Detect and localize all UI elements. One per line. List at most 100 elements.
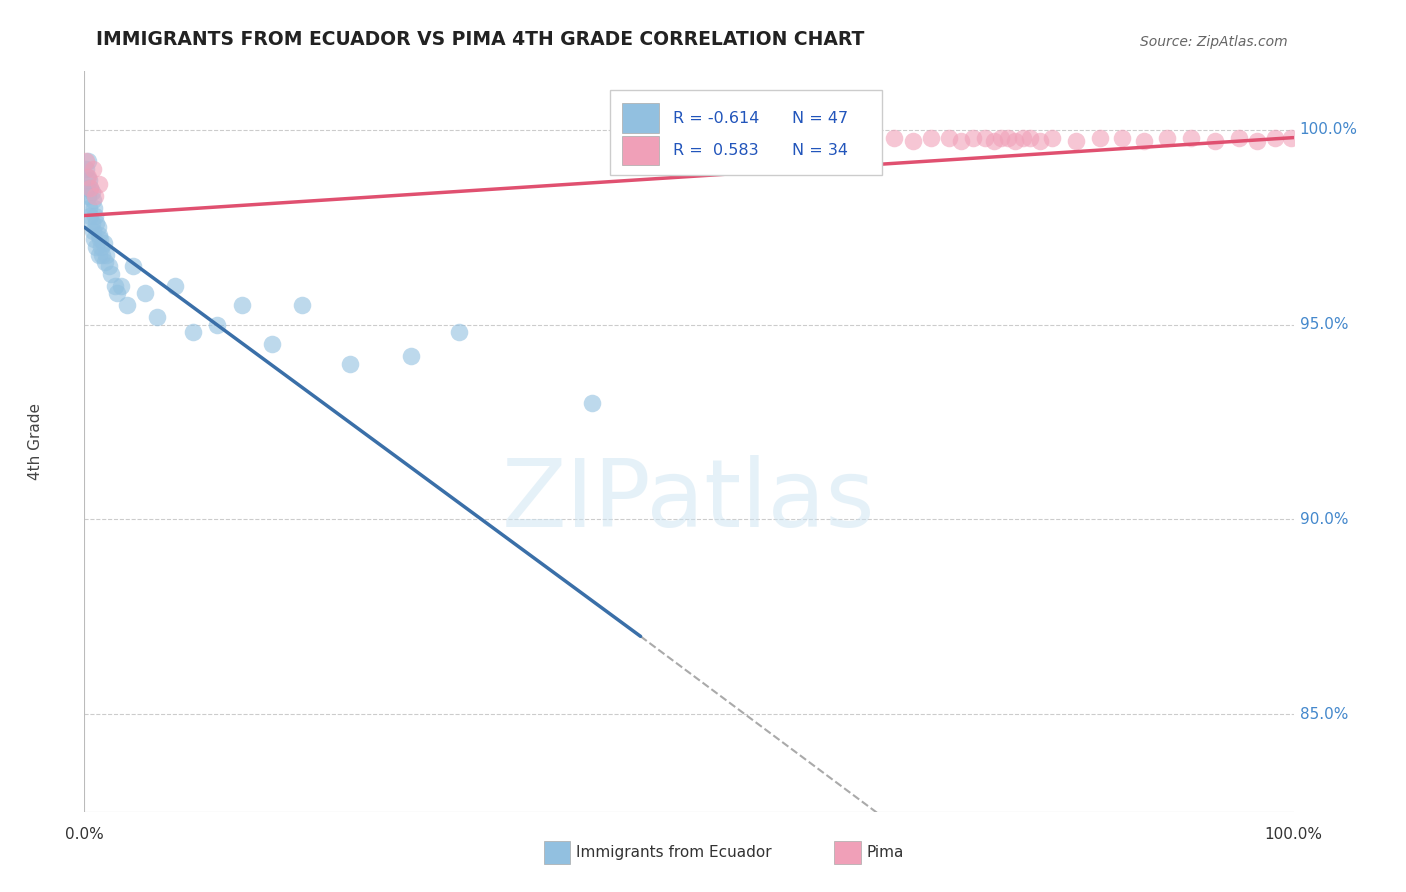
Point xyxy=(82,193,104,207)
Point xyxy=(1064,135,1087,149)
Point xyxy=(89,232,111,246)
Point xyxy=(77,173,100,187)
Point xyxy=(1204,135,1226,149)
Point xyxy=(1156,130,1178,145)
Point xyxy=(86,216,108,230)
Point xyxy=(134,286,156,301)
Point xyxy=(83,232,105,246)
Point xyxy=(181,326,204,340)
Point xyxy=(84,189,107,203)
Point xyxy=(1279,130,1302,145)
FancyBboxPatch shape xyxy=(834,841,860,863)
Text: N = 47: N = 47 xyxy=(792,111,848,126)
Text: 4th Grade: 4th Grade xyxy=(28,403,44,480)
Text: Source: ZipAtlas.com: Source: ZipAtlas.com xyxy=(1140,35,1288,49)
Point xyxy=(82,224,104,238)
Point xyxy=(104,278,127,293)
Point xyxy=(80,185,103,199)
Point xyxy=(83,201,105,215)
Text: Pima: Pima xyxy=(866,845,904,860)
Point xyxy=(77,169,100,184)
Point xyxy=(86,240,108,254)
Point xyxy=(115,298,138,312)
Point xyxy=(231,298,253,312)
Text: 95.0%: 95.0% xyxy=(1299,318,1348,332)
Point xyxy=(75,161,97,176)
Text: Immigrants from Ecuador: Immigrants from Ecuador xyxy=(576,845,772,860)
Point xyxy=(165,278,187,293)
Point xyxy=(291,298,314,312)
Point xyxy=(82,161,104,176)
Point xyxy=(76,181,98,195)
Point xyxy=(94,255,117,269)
Point xyxy=(339,357,361,371)
Point xyxy=(100,267,122,281)
Point xyxy=(581,395,603,409)
FancyBboxPatch shape xyxy=(623,103,659,133)
Point xyxy=(1040,130,1063,145)
Point xyxy=(1246,135,1268,149)
Text: N = 34: N = 34 xyxy=(792,143,848,158)
FancyBboxPatch shape xyxy=(623,136,659,165)
Point xyxy=(121,259,143,273)
Point xyxy=(86,220,108,235)
FancyBboxPatch shape xyxy=(610,90,883,175)
Point xyxy=(938,130,960,145)
Point xyxy=(79,181,101,195)
Point xyxy=(1028,135,1050,149)
Point xyxy=(883,130,905,145)
Point xyxy=(90,240,112,254)
Point xyxy=(80,216,103,230)
Point xyxy=(990,130,1012,145)
Text: 85.0%: 85.0% xyxy=(1299,706,1348,722)
Point xyxy=(950,135,973,149)
Point xyxy=(920,130,942,145)
Point xyxy=(449,326,471,340)
Point xyxy=(207,318,229,332)
Point xyxy=(1180,130,1202,145)
Point xyxy=(79,181,101,195)
Point xyxy=(87,247,110,261)
Point xyxy=(79,209,101,223)
Point xyxy=(399,349,422,363)
Point xyxy=(77,201,100,215)
Point xyxy=(260,337,283,351)
Point xyxy=(93,235,115,250)
Point xyxy=(110,278,132,293)
Point xyxy=(75,153,97,168)
Point xyxy=(146,310,169,324)
Point xyxy=(76,169,98,184)
Point xyxy=(859,130,882,145)
Point xyxy=(87,178,110,192)
Point xyxy=(77,189,100,203)
Text: IMMIGRANTS FROM ECUADOR VS PIMA 4TH GRADE CORRELATION CHART: IMMIGRANTS FROM ECUADOR VS PIMA 4TH GRAD… xyxy=(97,30,865,49)
Point xyxy=(1264,130,1286,145)
Point xyxy=(962,130,984,145)
Point xyxy=(1019,130,1042,145)
Point xyxy=(94,247,117,261)
Point xyxy=(84,209,107,223)
Text: 90.0%: 90.0% xyxy=(1299,512,1348,527)
Point xyxy=(1111,130,1133,145)
Text: R =  0.583: R = 0.583 xyxy=(673,143,759,158)
Point xyxy=(1011,130,1033,145)
Point xyxy=(1088,130,1111,145)
Point xyxy=(1004,135,1026,149)
Point xyxy=(974,130,997,145)
Text: 100.0%: 100.0% xyxy=(1264,827,1323,842)
Point xyxy=(87,227,110,242)
Text: 0.0%: 0.0% xyxy=(65,827,104,842)
Point xyxy=(1132,135,1154,149)
Point xyxy=(983,135,1005,149)
Point xyxy=(97,259,120,273)
Point xyxy=(997,130,1019,145)
Point xyxy=(105,286,128,301)
Text: 100.0%: 100.0% xyxy=(1299,122,1358,137)
Point xyxy=(91,247,114,261)
Text: R = -0.614: R = -0.614 xyxy=(673,111,759,126)
Point xyxy=(77,153,100,168)
Point xyxy=(823,135,845,149)
Point xyxy=(901,135,924,149)
Point xyxy=(1227,130,1250,145)
Text: ZIPatlas: ZIPatlas xyxy=(502,455,876,547)
